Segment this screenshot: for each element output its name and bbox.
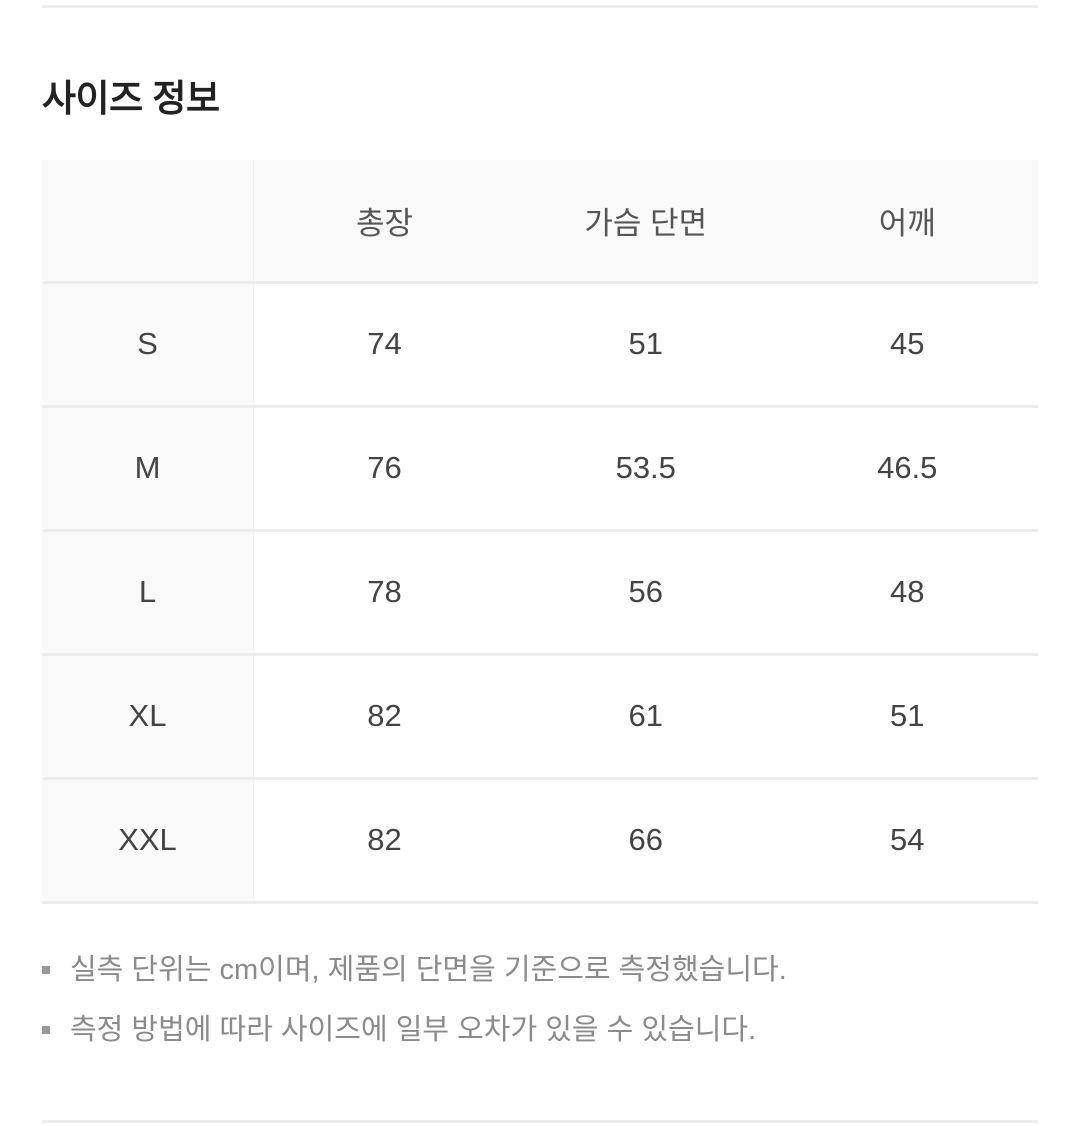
table-row: M 76 53.5 46.5 (42, 406, 1038, 530)
header-total-length: 총장 (355, 205, 414, 241)
cell-chest-width: 53.5 (615, 450, 676, 485)
cell-chest-width: 51 (628, 326, 663, 361)
top-divider (42, 5, 1038, 8)
cell-shoulder: 51 (890, 698, 925, 733)
cell-shoulder: 46.5 (877, 450, 938, 485)
cell-size: S (42, 282, 254, 406)
note-text: 측정 방법에 따라 사이즈에 일부 오차가 있을 수 있습니다. (70, 1014, 757, 1046)
note-text: 실측 단위는 cm이며, 제품의 단면을 기준으로 측정했습니다. (70, 954, 787, 986)
notes-list: 실측 단위는 cm이며, 제품의 단면을 기준으로 측정했습니다. 측정 방법에… (42, 940, 787, 1060)
table-header-row: 총장 가슴 단면 어깨 (42, 160, 1038, 282)
bullet-icon (42, 1026, 50, 1034)
cell-chest-width: 66 (628, 822, 663, 857)
cell-size: XL (42, 654, 254, 778)
bullet-icon (42, 966, 50, 974)
table-row: XL 82 61 51 (42, 654, 1038, 778)
table-row: L 78 56 48 (42, 530, 1038, 654)
bottom-divider (42, 1120, 1038, 1123)
cell-total-length: 74 (367, 326, 402, 361)
table-row: XXL 82 66 54 (42, 778, 1038, 902)
cell-chest-width: 56 (628, 574, 663, 609)
header-size (42, 160, 254, 282)
cell-total-length: 82 (367, 822, 402, 857)
cell-chest-width: 61 (628, 698, 663, 733)
note-item: 실측 단위는 cm이며, 제품의 단면을 기준으로 측정했습니다. (42, 940, 787, 1000)
header-chest-width: 가슴 단면 (584, 205, 708, 241)
section-title: 사이즈 정보 (42, 78, 220, 119)
cell-size: XXL (42, 778, 254, 902)
cell-size: L (42, 530, 254, 654)
cell-shoulder: 48 (890, 574, 925, 609)
cell-shoulder: 45 (890, 326, 925, 361)
size-table: 총장 가슴 단면 어깨 S 74 51 45 M 76 53.5 46.5 L 78 56 48 XL 8… (42, 160, 1038, 904)
header-shoulder: 어깨 (878, 205, 936, 241)
cell-size: M (42, 406, 254, 530)
cell-total-length: 82 (367, 698, 402, 733)
note-item: 측정 방법에 따라 사이즈에 일부 오차가 있을 수 있습니다. (42, 1000, 787, 1060)
cell-total-length: 78 (367, 574, 402, 609)
cell-total-length: 76 (367, 450, 402, 485)
table-row: S 74 51 45 (42, 282, 1038, 406)
cell-shoulder: 54 (890, 822, 925, 857)
